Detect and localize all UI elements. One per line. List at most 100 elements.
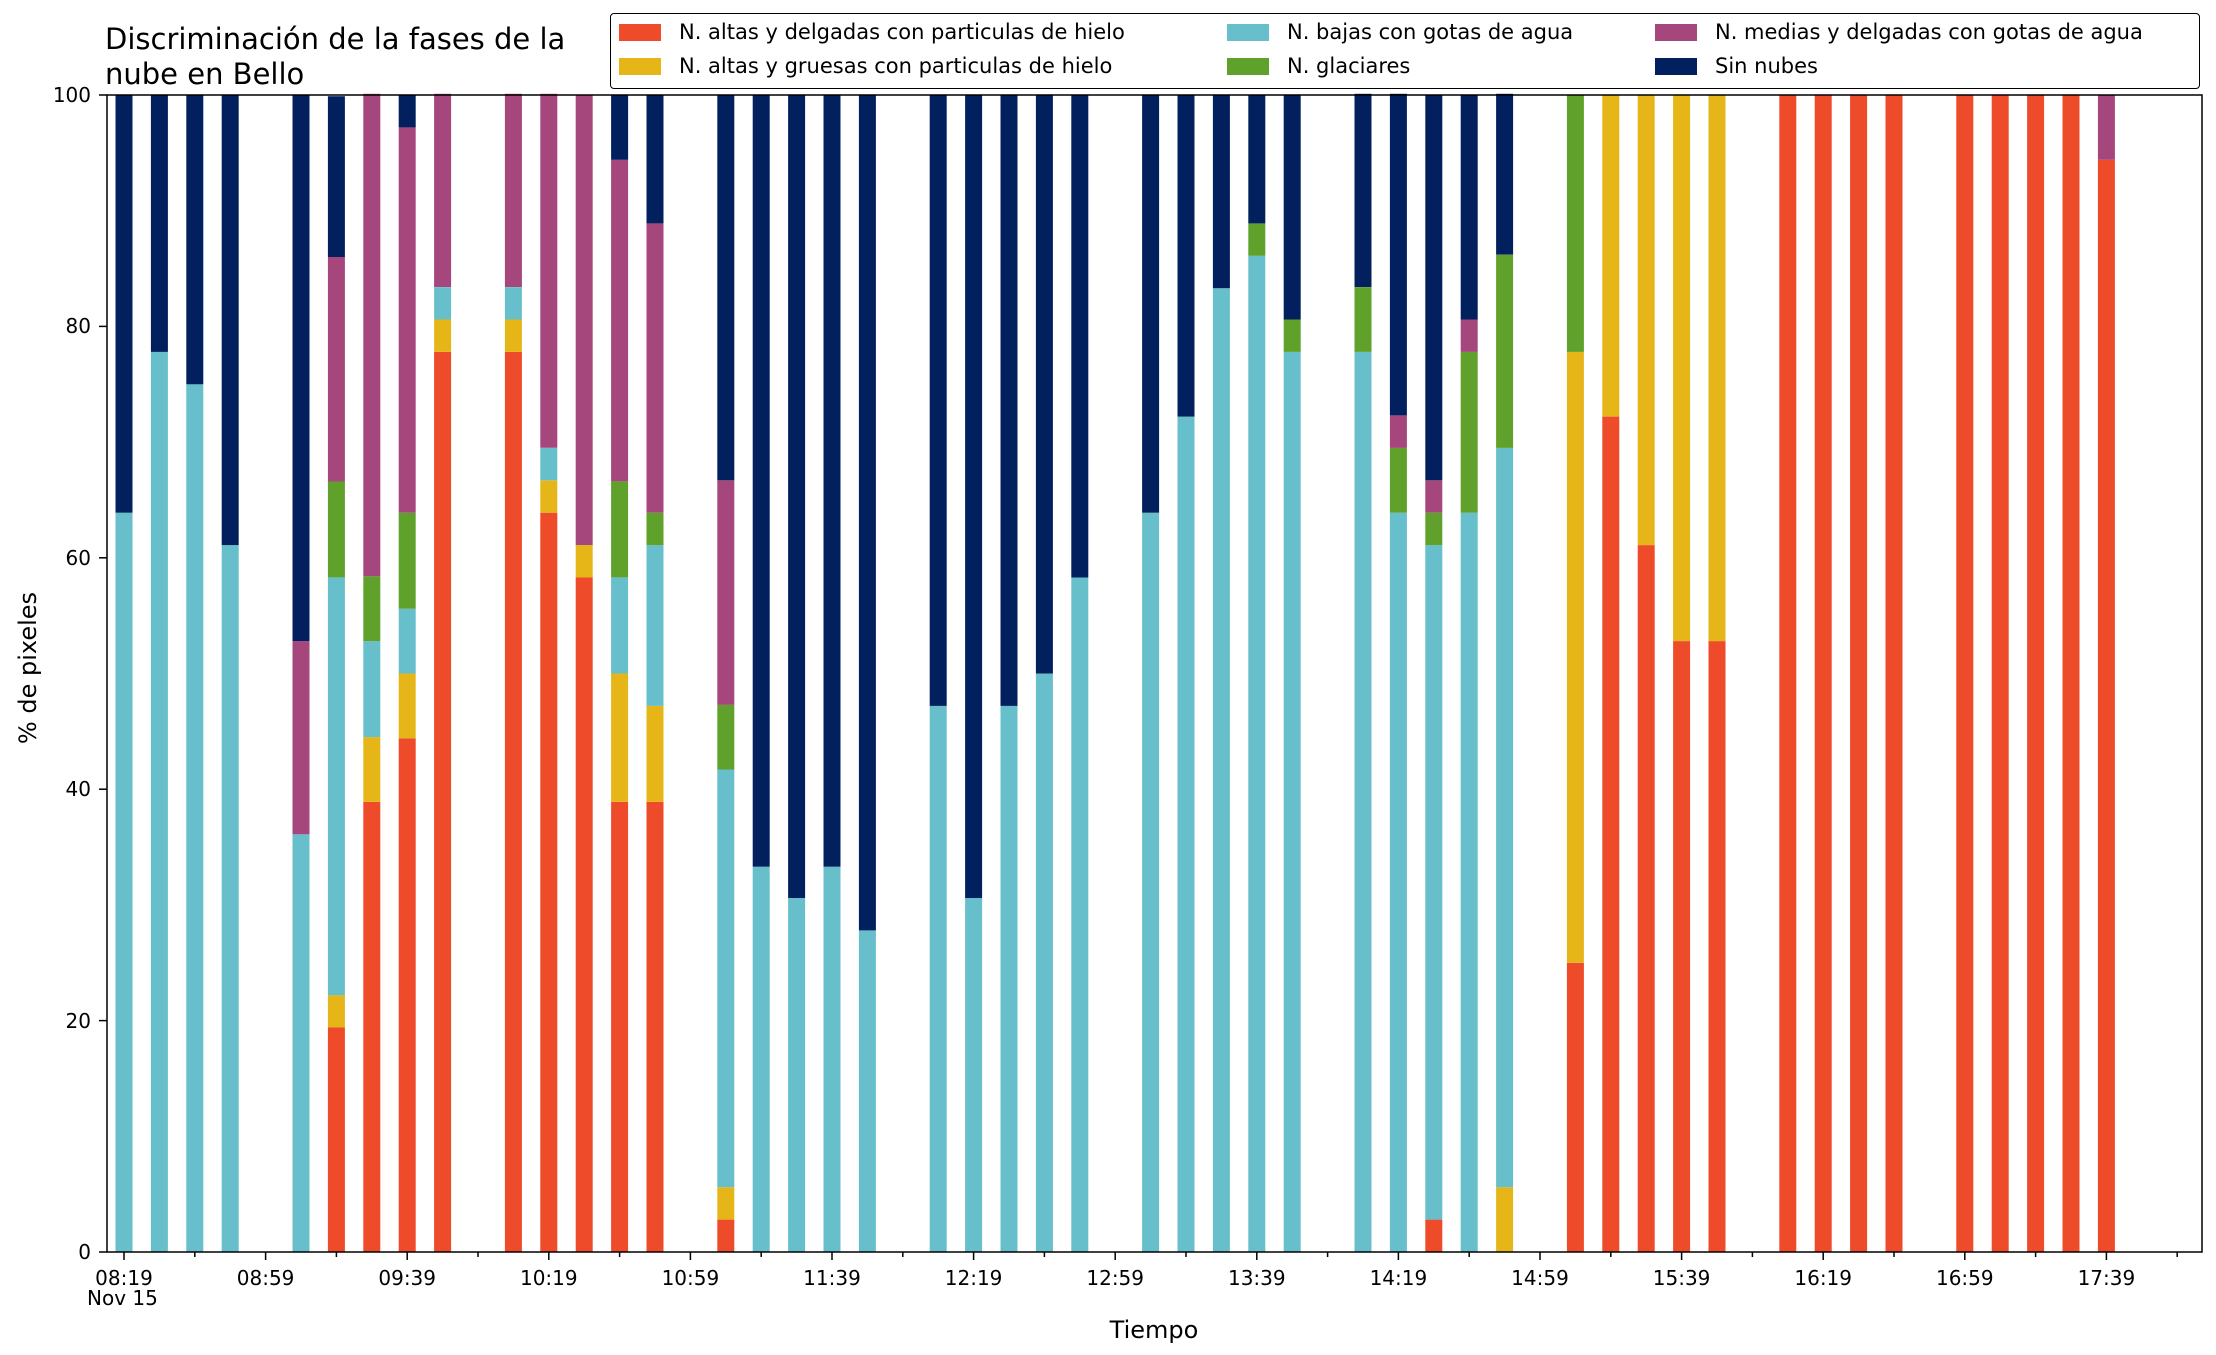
legend-label: Sin nubes bbox=[1715, 54, 1818, 78]
bar-segment bbox=[1496, 447, 1514, 1188]
bar-segment bbox=[1389, 447, 1407, 513]
bar-segment bbox=[1354, 351, 1372, 1252]
bar-segment bbox=[646, 705, 664, 802]
bar-segment bbox=[398, 608, 416, 674]
bar-segment bbox=[1708, 641, 1726, 1252]
x-tick-label: 12:59 bbox=[1086, 1266, 1145, 1290]
bar-segment bbox=[575, 545, 593, 578]
x-tick-label: 16:59 bbox=[1935, 1266, 1994, 1290]
bar-segment bbox=[398, 673, 416, 739]
legend-item: N. medias y delgadas con gotas de agua bbox=[1655, 20, 2143, 44]
bar-segment bbox=[434, 319, 452, 352]
bar-segment bbox=[221, 95, 239, 546]
bar-segment bbox=[327, 96, 345, 257]
bar-segment bbox=[752, 866, 770, 1252]
bar-segment bbox=[1496, 93, 1514, 255]
y-tick-label: 100 bbox=[52, 83, 91, 107]
bar-segment bbox=[1035, 673, 1053, 1252]
y-tick-label: 60 bbox=[65, 545, 91, 570]
bar-segment bbox=[823, 866, 841, 1252]
bar-segment bbox=[1389, 93, 1407, 416]
bar-segment bbox=[717, 1219, 735, 1252]
bar-segment bbox=[363, 641, 381, 738]
x-axis-label: Tiempo bbox=[1109, 1316, 1199, 1344]
x-tick-label: 10:19 bbox=[519, 1266, 578, 1290]
bar-segment bbox=[1425, 1219, 1443, 1252]
bar-segment bbox=[1566, 95, 1584, 352]
bar-segment bbox=[965, 898, 983, 1252]
y-tick-label: 40 bbox=[65, 777, 91, 802]
bar-segment bbox=[1283, 95, 1301, 320]
y-tick-label: 80 bbox=[65, 314, 91, 339]
bar-segment bbox=[504, 319, 522, 352]
bar-segment bbox=[504, 93, 522, 287]
bar-segment bbox=[2062, 95, 2080, 1252]
bar-segment bbox=[646, 801, 664, 1252]
legend-label: N. glaciares bbox=[1287, 54, 1411, 78]
bar-segment bbox=[2027, 95, 2045, 1252]
bar-segment bbox=[1177, 95, 1195, 417]
bar-segment bbox=[611, 673, 629, 802]
bar-segment bbox=[717, 1187, 735, 1220]
x-tick-label: 15:39 bbox=[1652, 1266, 1711, 1290]
bar-segment bbox=[434, 351, 452, 1252]
bar-segment bbox=[611, 95, 629, 160]
bar-segment bbox=[363, 93, 381, 577]
legend-item: N. glaciares bbox=[1227, 54, 1410, 78]
bar-segment bbox=[1283, 319, 1301, 352]
bar-segment bbox=[1389, 512, 1407, 1252]
legend-swatch bbox=[619, 57, 661, 75]
bar-segment bbox=[1708, 95, 1726, 642]
bar-segment bbox=[1071, 577, 1089, 1252]
x-tick-label: 14:19 bbox=[1369, 1266, 1428, 1290]
x-tick-label: 16:19 bbox=[1794, 1266, 1853, 1290]
bar-segment bbox=[1071, 95, 1089, 578]
bar-segment bbox=[1956, 95, 1974, 1252]
bar-segment bbox=[1566, 962, 1584, 1253]
x-tick-label: 14:59 bbox=[1511, 1266, 1569, 1290]
bar-segment bbox=[1212, 95, 1230, 289]
bar-segment bbox=[575, 577, 593, 1252]
bar-segment bbox=[752, 95, 770, 867]
bar-segment bbox=[1425, 480, 1443, 513]
y-axis-label: % de pixeles bbox=[14, 591, 42, 745]
bar-segment bbox=[1496, 1187, 1514, 1252]
bar-segment bbox=[646, 545, 664, 706]
bar-segment bbox=[434, 287, 452, 320]
bar-segment bbox=[2097, 159, 2115, 1252]
bar-segment bbox=[186, 384, 204, 1253]
bar-segment bbox=[398, 738, 416, 1252]
legend-label: N. medias y delgadas con gotas de agua bbox=[1715, 20, 2143, 44]
bar-segment bbox=[1602, 416, 1620, 1253]
legend-item: Sin nubes bbox=[1655, 54, 1818, 78]
bar-segment bbox=[858, 95, 876, 931]
bar-segment bbox=[1460, 512, 1478, 1252]
bar-segment bbox=[540, 447, 558, 481]
legend-swatch bbox=[1655, 57, 1697, 75]
bar-segment bbox=[398, 95, 416, 128]
bar-segment bbox=[1991, 95, 2009, 1252]
bar-segment bbox=[1283, 351, 1301, 1252]
bar-segment bbox=[1496, 254, 1514, 448]
bar-segment bbox=[363, 576, 381, 642]
bar-segment bbox=[929, 705, 947, 1252]
bar-segment bbox=[1460, 351, 1478, 513]
bar-segment bbox=[611, 481, 629, 578]
bar-segment bbox=[115, 95, 133, 513]
legend-swatch bbox=[619, 23, 661, 41]
bar-segment bbox=[1566, 351, 1584, 963]
bar-segment bbox=[1248, 95, 1266, 224]
bar-segment bbox=[1460, 95, 1478, 320]
bar-segment bbox=[1000, 95, 1018, 706]
bar-segment bbox=[540, 480, 558, 513]
bar-segment bbox=[327, 995, 345, 1028]
chart-title: Discriminación de la fases de la nube en… bbox=[105, 22, 566, 91]
bar-segment bbox=[1142, 512, 1160, 1252]
bar-segment bbox=[398, 127, 416, 513]
bar-segment bbox=[504, 351, 522, 1252]
legend-swatch bbox=[1227, 57, 1269, 75]
bar-segment bbox=[646, 512, 664, 546]
bar-segment bbox=[363, 737, 381, 802]
bar-segment bbox=[858, 930, 876, 1252]
